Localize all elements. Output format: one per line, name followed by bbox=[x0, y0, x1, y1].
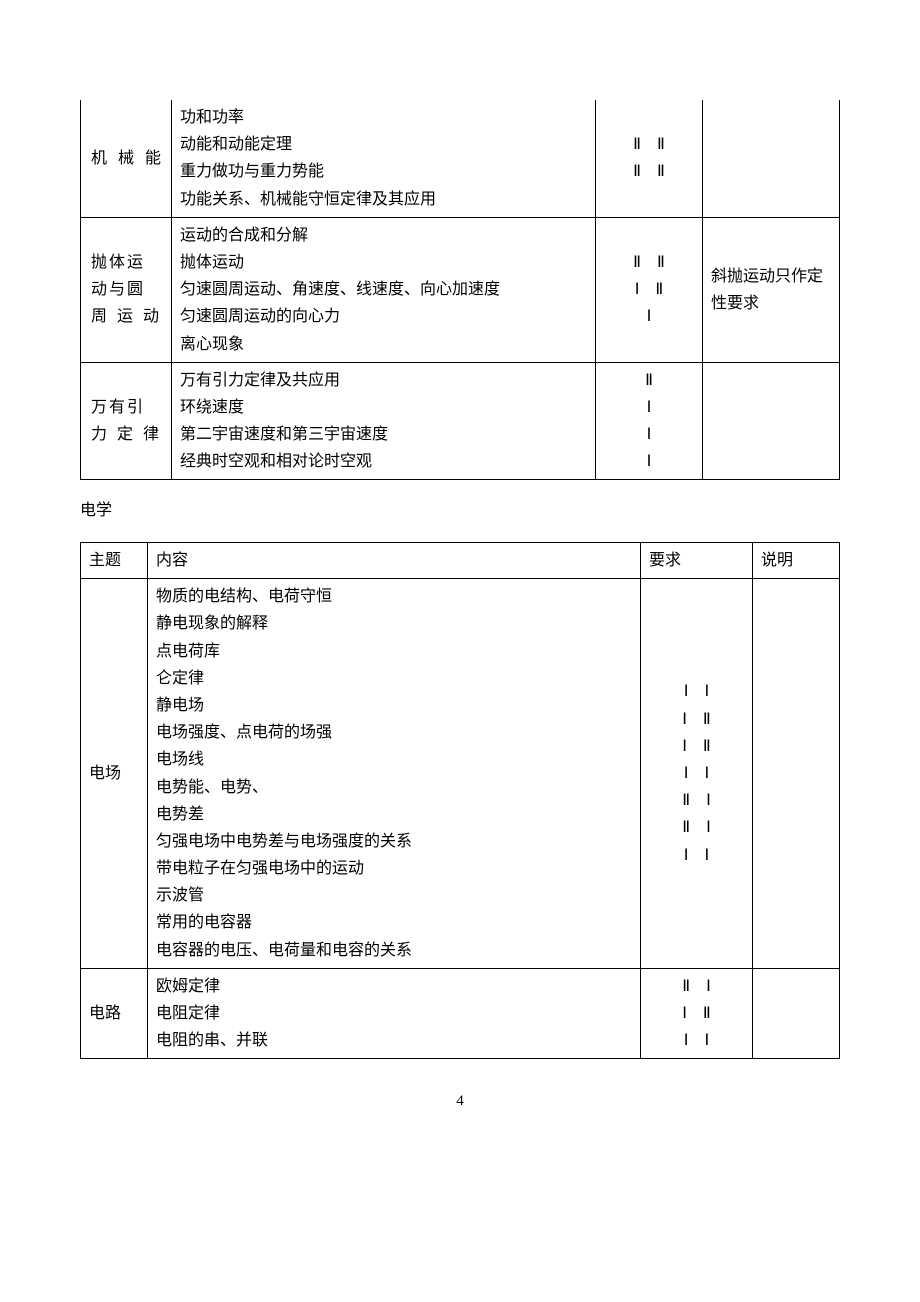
content-cell: 欧姆定律 电阻定律 电阻的串、并联 bbox=[148, 968, 641, 1059]
table-header-row: 主题 内容 要求 说明 bbox=[81, 543, 840, 579]
section-heading: 电学 bbox=[80, 498, 840, 524]
header-requirement: 要求 bbox=[641, 543, 753, 579]
content-cell: 运动的合成和分解 抛体运动 匀速圆周运动、角速度、线速度、向心加速度 匀速圆周运… bbox=[172, 217, 596, 362]
requirement-cell: Ⅰ Ⅰ Ⅰ Ⅱ Ⅰ Ⅱ Ⅰ Ⅰ Ⅱ Ⅰ Ⅱ Ⅰ Ⅰ Ⅰ bbox=[641, 579, 753, 969]
content-cell: 功和功率 动能和动能定理 重力做功与重力势能 功能关系、机械能守恒定律及其应用 bbox=[172, 100, 596, 217]
content-cell: 万有引力定律及共应用 环绕速度 第二宇宙速度和第三宇宙速度 经典时空观和相对论时… bbox=[172, 362, 596, 480]
table-row: 电路 欧姆定律 电阻定律 电阻的串、并联 Ⅱ Ⅰ Ⅰ Ⅱ Ⅰ Ⅰ bbox=[81, 968, 840, 1059]
requirement-cell: Ⅱ Ⅰ Ⅰ Ⅰ bbox=[596, 362, 703, 480]
topic-cell: 电场 bbox=[81, 579, 148, 969]
document-page: 机械能 功和功率 动能和动能定理 重力做功与重力势能 功能关系、机械能守恒定律及… bbox=[0, 0, 920, 1143]
note-cell bbox=[753, 968, 840, 1059]
table-row: 电场 物质的电结构、电荷守恒 静电现象的解释 点电荷库 仑定律 静电场 电场强度… bbox=[81, 579, 840, 969]
content-cell: 物质的电结构、电荷守恒 静电现象的解释 点电荷库 仑定律 静电场 电场强度、点电… bbox=[148, 579, 641, 969]
topic-cell: 抛体运动与圆周运动 bbox=[81, 217, 172, 362]
physics-table-1: 机械能 功和功率 动能和动能定理 重力做功与重力势能 功能关系、机械能守恒定律及… bbox=[80, 100, 840, 480]
note-cell: 斜抛运动只作定性要求 bbox=[703, 217, 840, 362]
page-number: 4 bbox=[80, 1089, 840, 1113]
requirement-cell: Ⅱ Ⅰ Ⅰ Ⅱ Ⅰ Ⅰ bbox=[641, 968, 753, 1059]
header-note: 说明 bbox=[753, 543, 840, 579]
table-row: 抛体运动与圆周运动 运动的合成和分解 抛体运动 匀速圆周运动、角速度、线速度、向… bbox=[81, 217, 840, 362]
header-topic: 主题 bbox=[81, 543, 148, 579]
note-cell bbox=[703, 362, 840, 480]
topic-cell: 万有引力定律 bbox=[81, 362, 172, 480]
table-row: 万有引力定律 万有引力定律及共应用 环绕速度 第二宇宙速度和第三宇宙速度 经典时… bbox=[81, 362, 840, 480]
table-row: 机械能 功和功率 动能和动能定理 重力做功与重力势能 功能关系、机械能守恒定律及… bbox=[81, 100, 840, 217]
topic-cell: 机械能 bbox=[81, 100, 172, 217]
physics-table-2: 主题 内容 要求 说明 电场 物质的电结构、电荷守恒 静电现象的解释 点电荷库 … bbox=[80, 542, 840, 1059]
requirement-cell: Ⅱ Ⅱ Ⅰ Ⅱ Ⅰ bbox=[596, 217, 703, 362]
topic-cell: 电路 bbox=[81, 968, 148, 1059]
requirement-cell: Ⅱ Ⅱ Ⅱ Ⅱ bbox=[596, 100, 703, 217]
note-cell bbox=[753, 579, 840, 969]
header-content: 内容 bbox=[148, 543, 641, 579]
note-cell bbox=[703, 100, 840, 217]
